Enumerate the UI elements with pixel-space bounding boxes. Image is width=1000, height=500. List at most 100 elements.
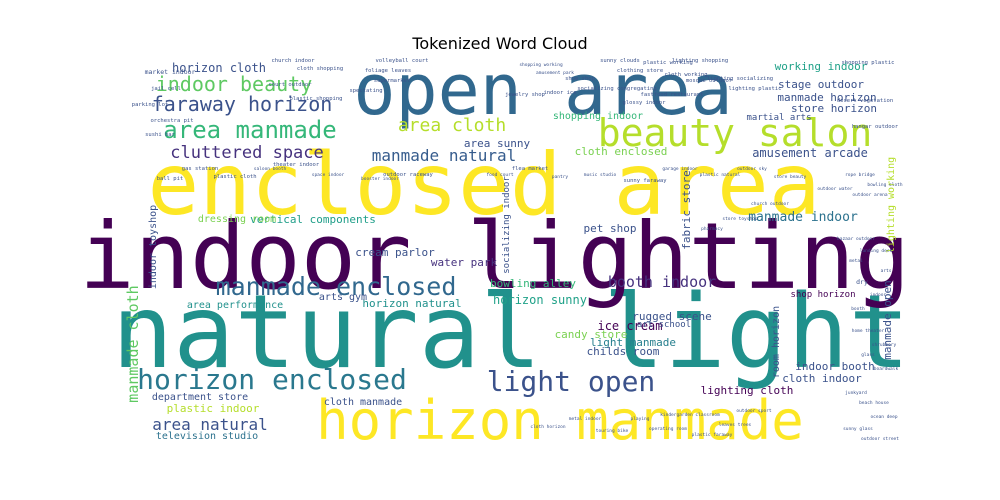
cloud-word: indoor (870, 292, 887, 298)
cloud-word: vertical components (250, 213, 376, 226)
cloud-word: television studio (156, 431, 258, 442)
cloud-word: light open (487, 365, 656, 398)
cloud-word: ball pit (157, 176, 184, 182)
cloud-word: home theater (852, 328, 885, 334)
cloud-word: jewelry shop (505, 92, 545, 98)
cloud-word: dry (856, 278, 868, 286)
cloud-word: volleyball court (376, 58, 429, 64)
cloud-word: plastic cloth (213, 174, 256, 180)
cloud-word: desert vegetation (837, 98, 893, 104)
cloud-word: ocean deep (870, 414, 897, 420)
cloud-word: booster indoor (361, 176, 399, 182)
cloud-word: indoor ice (543, 90, 576, 96)
cloud-word: glass (861, 352, 875, 358)
cloud-word: indoor booth (795, 360, 874, 373)
chart-title: Tokenized Word Cloud (412, 34, 588, 53)
cloud-word: water park (431, 256, 498, 269)
cloud-word: natural light (112, 273, 910, 392)
cloud-word: indoor toyshop (148, 205, 159, 289)
cloud-word: market indoor (145, 68, 196, 76)
cloud-word: stage outdoor (778, 78, 864, 91)
cloud-word: dressing room (198, 214, 276, 225)
cloud-word: working indoor (775, 60, 868, 73)
cloud-word: cluttered space (170, 143, 324, 163)
cloud-word: garage indoor (662, 166, 698, 172)
cloud-word: outdoor arena (852, 192, 888, 198)
cloud-word: glossy indoor (622, 100, 666, 106)
cloud-word: indoor beauty (156, 72, 313, 96)
cloud-word: church outdoor (751, 201, 789, 207)
cloud-word: food court (486, 172, 513, 178)
cloud-word: light manmade (590, 336, 676, 349)
cloud-word: outdoor sport (736, 408, 772, 414)
cloud-word: orchestra pit (150, 118, 193, 124)
cloud-word: manmade enclosed (216, 272, 457, 301)
cloud-word: lighting cloth (701, 384, 794, 397)
cloud-word: enclosed area (147, 135, 820, 235)
cloud-word: plastic shopping (290, 96, 343, 102)
cloud-word: department store (152, 392, 248, 403)
cloud-word: gas station (182, 166, 218, 172)
cloud-word: horizon sunny (493, 293, 587, 307)
cloud-word: cloth enclosed (575, 145, 668, 158)
cloud-word: parking lot (132, 102, 168, 108)
cloud-word: open area (353, 49, 732, 131)
cloud-word: jail cell (151, 86, 181, 92)
cloud-word: store horizon (791, 102, 877, 115)
cloud-word: outdoor sky (737, 166, 767, 172)
cloud-word: playing (631, 416, 650, 422)
cloud-word: space indoor (312, 172, 345, 178)
cloud-word: music studio (584, 172, 617, 178)
cloud-word: faraway horizon (152, 92, 333, 116)
cloud-word: horizon enclosed (137, 363, 407, 396)
cloud-word: arts gym (319, 292, 367, 303)
cloud-word: bowling cloth (867, 182, 903, 188)
cloud-word: pharmacy (701, 226, 723, 232)
cloud-word: booth indoor (608, 273, 716, 291)
cloud-word: shopping plastic (842, 60, 895, 66)
cloud-word: metal (849, 258, 863, 264)
cloud-word: ice cream (597, 319, 662, 333)
cloud-word: supermarket (374, 78, 410, 84)
cloud-word: cloth indoor (782, 372, 862, 385)
cloud-word: landing deck (860, 248, 893, 254)
cloud-word: shop horizon (790, 290, 855, 300)
cloud-word: plastic indoor (167, 402, 260, 415)
cloud-word: shopping indoor (553, 111, 643, 122)
cloud-word: metal indoor (569, 416, 602, 422)
cloud-word: area natural (152, 415, 268, 434)
cloud-word: sushi bar (145, 132, 175, 138)
cloud-word: operating room (649, 426, 687, 432)
cloud-word: socializing indoor (502, 176, 512, 274)
cloud-word: cloth working (664, 72, 707, 78)
cloud-word: candy store (555, 328, 628, 341)
cloud-word: beauty salon (598, 111, 873, 155)
cloud-word: junkyard (845, 390, 867, 396)
cloud-word: plastic working (643, 60, 693, 66)
cloud-word: area cloth (398, 115, 506, 136)
cloud-word: room horizon (771, 306, 782, 378)
cloud-word: touring bike (596, 428, 629, 434)
cloud-word: shrubbery (872, 342, 897, 348)
cloud-word: pet shop (584, 222, 637, 235)
cloud-word: spectating (349, 88, 382, 94)
cloud-word: pantry (552, 174, 569, 180)
cloud-word: area manmade (163, 116, 336, 144)
cloud-word: cloth horizon (530, 424, 566, 430)
cloud-word: amusement arcade (752, 146, 868, 160)
cloud-word: manmade open (881, 280, 894, 359)
cloud-word: sunny glass (843, 426, 873, 432)
cloud-word: foliage leaves (365, 68, 411, 74)
cloud-word: socializing congregating (577, 86, 656, 92)
cloud-word: lighting working (886, 157, 897, 253)
cloud-word: manmade cloth (124, 285, 142, 402)
cloud-word: booth (851, 306, 865, 312)
cloud-word: plastic faraway (692, 432, 733, 438)
cloud-word: horizon manmade (316, 389, 804, 452)
cloud-word: cloth manmade (324, 397, 402, 408)
cloud-word: art school (637, 320, 691, 330)
cloud-word: rope bridge (845, 172, 875, 178)
cloud-word: shopping working (519, 62, 563, 68)
